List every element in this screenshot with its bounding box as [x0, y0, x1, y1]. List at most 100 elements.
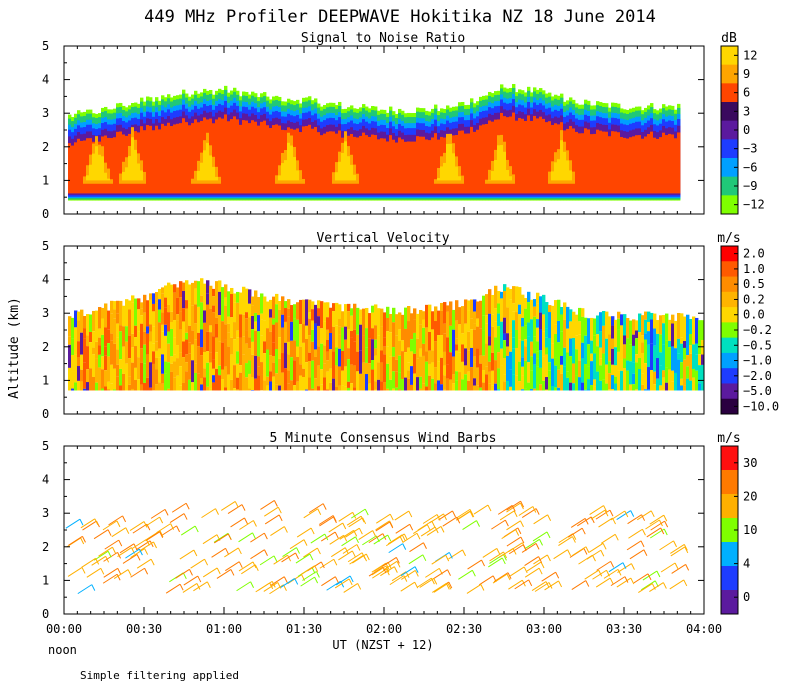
- wind-barb: [641, 580, 656, 591]
- velocity-cell: [410, 339, 414, 352]
- wind-barb: [576, 516, 592, 527]
- wind-barb: [319, 558, 335, 569]
- velocity-cell: [680, 337, 684, 344]
- velocity-cell: [653, 371, 657, 385]
- velocity-cell: [230, 337, 234, 355]
- velocity-cell: [488, 336, 492, 346]
- wind-barb: [467, 559, 482, 570]
- velocity-cell: [596, 346, 600, 372]
- velocity-cell: [419, 348, 423, 357]
- velocity-cell: [539, 350, 543, 368]
- wind-barb-flag: [535, 508, 540, 515]
- snr-cell: [458, 166, 462, 184]
- velocity-cell: [359, 324, 363, 351]
- y-tick-label: 1: [42, 573, 49, 587]
- velocity-cell: [152, 326, 156, 344]
- velocity-cell: [371, 369, 375, 391]
- wind-barb: [145, 530, 161, 541]
- velocity-cell: [362, 362, 366, 374]
- velocity-cell: [458, 352, 462, 373]
- time-tick-label: 02:00: [366, 622, 402, 636]
- snr-cell: [278, 175, 282, 181]
- velocity-cell: [179, 366, 183, 386]
- wind-barb-flag: [448, 552, 453, 559]
- velocity-cell: [632, 373, 636, 385]
- velocity-cell: [521, 375, 525, 390]
- wind-barb-flag: [362, 517, 367, 525]
- wind-barb-flag: [320, 561, 325, 569]
- snr-cell: [461, 130, 465, 194]
- velocity-cell: [425, 351, 429, 362]
- velocity-cell: [149, 293, 153, 300]
- wind-barb-flag: [603, 505, 608, 512]
- wind-barb: [162, 525, 177, 536]
- velocity-cell: [557, 387, 561, 391]
- velocity-cell: [380, 362, 384, 382]
- velocity-cell: [488, 361, 492, 372]
- velocity-cell: [509, 323, 513, 333]
- velocity-cell: [653, 328, 657, 346]
- velocity-cell: [296, 319, 300, 347]
- velocity-cell: [500, 291, 504, 299]
- wind-barb-flag: [602, 543, 607, 550]
- velocity-cell: [161, 354, 165, 374]
- velocity-cell: [695, 343, 699, 355]
- velocity-cell: [584, 335, 588, 356]
- velocity-cell: [101, 318, 105, 335]
- velocity-cell: [674, 348, 678, 373]
- velocity-cell: [386, 331, 390, 347]
- velocity-cell: [488, 313, 492, 337]
- velocity-cell: [173, 284, 177, 293]
- snr-cell: [665, 135, 669, 194]
- velocity-cell: [83, 388, 87, 391]
- velocity-cell: [431, 350, 435, 363]
- velocity-cell: [311, 301, 315, 310]
- snr-cell: [650, 131, 654, 194]
- velocity-cell: [206, 280, 210, 294]
- wind-barb-flag: [403, 533, 408, 541]
- wind-barb-flag: [584, 518, 589, 525]
- colorbar-swatch: [721, 276, 738, 293]
- velocity-cell: [494, 383, 498, 391]
- velocity-cell: [383, 312, 387, 338]
- wind-barb: [482, 547, 498, 558]
- velocity-cell: [98, 354, 102, 368]
- velocity-cell: [548, 338, 552, 363]
- velocity-cell: [158, 382, 162, 391]
- snr-cell: [68, 143, 72, 194]
- velocity-cell: [131, 295, 135, 303]
- velocity-cell: [167, 331, 171, 344]
- colorbar-label: 0.2: [743, 292, 765, 306]
- wind-barb: [506, 500, 521, 511]
- velocity-cell: [560, 355, 564, 365]
- wind-barb-flag: [617, 569, 622, 576]
- velocity-cell: [443, 302, 447, 324]
- wind-barb: [636, 510, 652, 521]
- wind-barb-flag: [480, 584, 485, 591]
- colorbar-label: −10.0: [743, 399, 779, 413]
- velocity-cell: [509, 299, 513, 324]
- wind-barb-flag: [176, 525, 181, 533]
- velocity-cell: [77, 341, 81, 358]
- velocity-cell: [143, 331, 147, 345]
- velocity-cell: [662, 314, 666, 324]
- wind-barb: [400, 566, 416, 577]
- velocity-cell: [395, 314, 399, 336]
- velocity-cell: [431, 329, 435, 351]
- velocity-cell: [206, 351, 210, 363]
- wind-barb-flag: [253, 520, 257, 527]
- wind-barb-flag: [548, 582, 553, 589]
- velocity-cell: [527, 362, 531, 383]
- wind-barb: [376, 513, 391, 524]
- snr-x-ticks: [63, 46, 705, 214]
- velocity-cell: [95, 382, 99, 391]
- velocity-cell: [443, 365, 447, 376]
- velocity-cell: [530, 370, 534, 389]
- wind-barb-flag: [539, 539, 543, 546]
- colorbar-swatch: [721, 337, 738, 354]
- velocity-cell: [257, 366, 261, 376]
- wind-barb: [130, 548, 145, 558]
- velocity-cell: [599, 380, 603, 391]
- wind-barb: [491, 519, 506, 530]
- wind-barb: [68, 535, 83, 546]
